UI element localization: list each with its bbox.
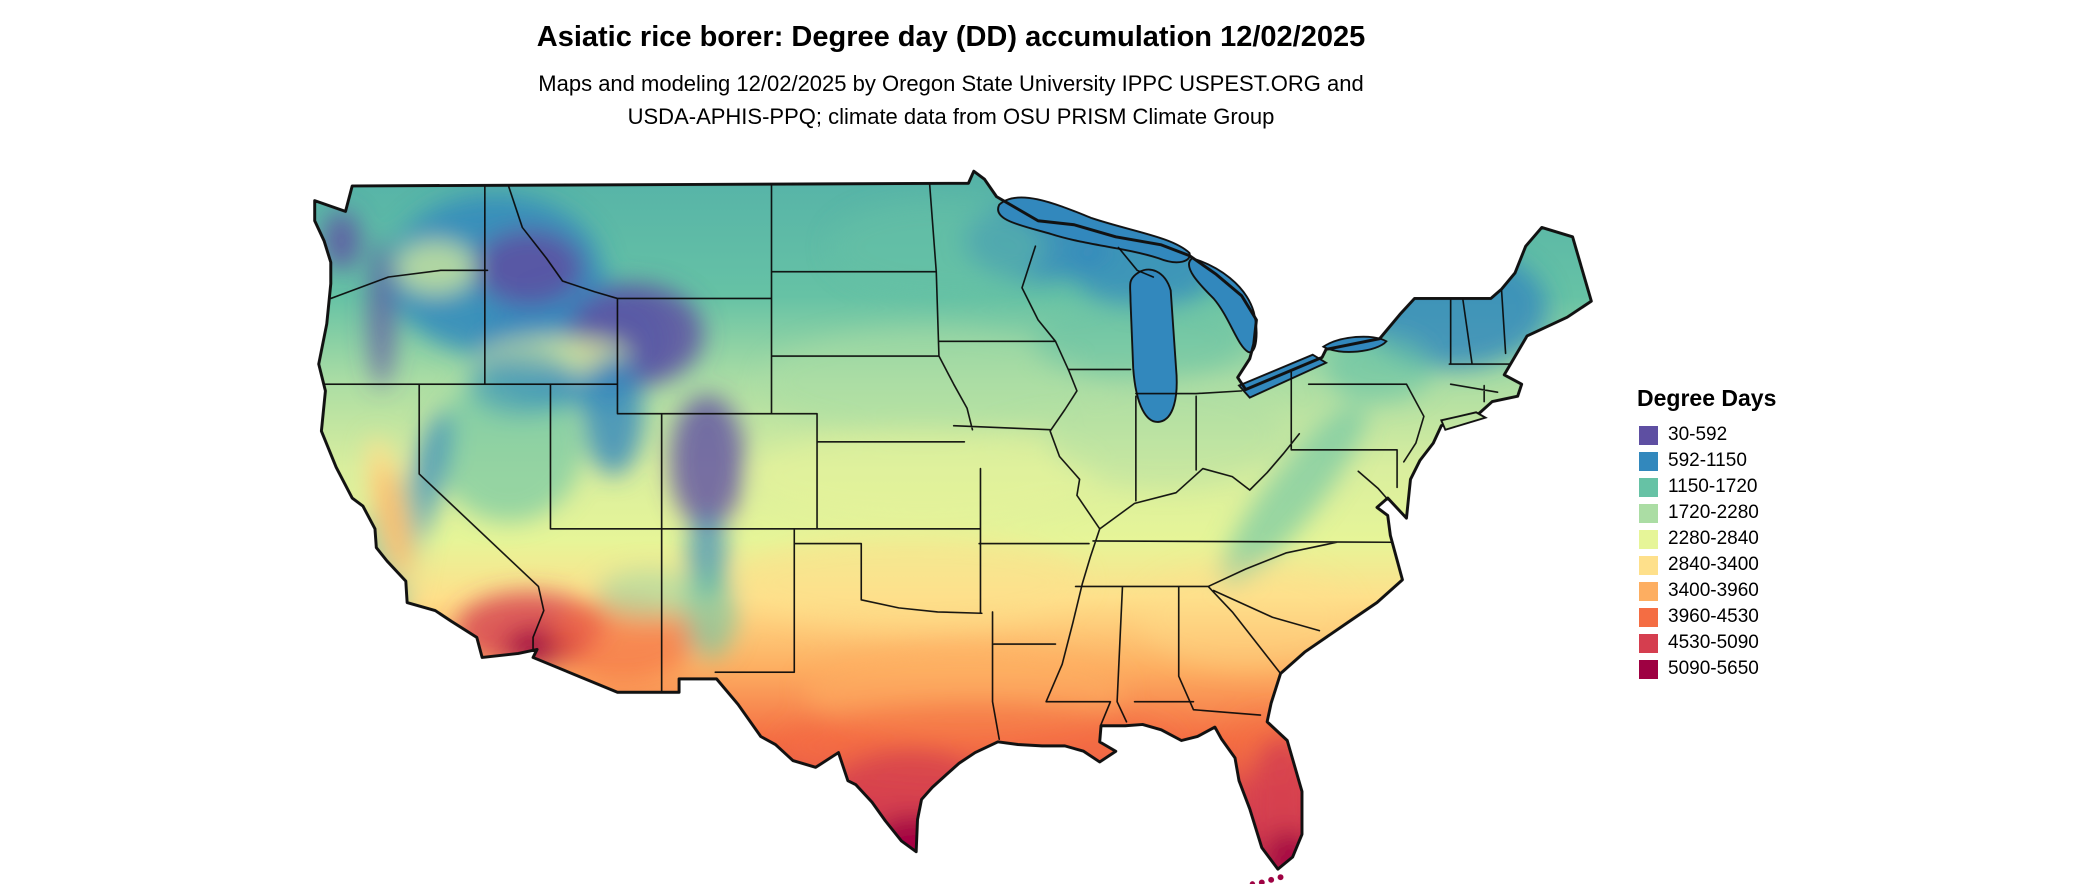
legend-swatch [1639,425,1658,445]
legend-swatch [1639,633,1658,653]
legend-range-label: 592-1150 [1668,450,1747,471]
legend-items: 30-592 592-1150 1150-1720 1720-2280 2280… [1639,422,1776,682]
legend-range-label: 5090-5650 [1668,658,1759,679]
legend-range-label: 2840-3400 [1668,554,1759,575]
us-degree-day-map [308,167,1594,884]
legend-row: 30-592 [1639,422,1776,448]
page-subtitle: Maps and modeling 12/02/2025 by Oregon S… [0,67,1902,133]
legend-row: 5090-5650 [1639,656,1776,682]
state-borders [324,182,1512,740]
legend-row: 4530-5090 [1639,630,1776,656]
legend-range-label: 4530-5090 [1668,632,1759,653]
legend-swatch [1639,581,1658,601]
legend-range-label: 1720-2280 [1668,502,1759,523]
subtitle-line-1: Maps and modeling 12/02/2025 by Oregon S… [538,71,1364,96]
lake-huron-shape [1188,257,1258,353]
legend-swatch [1639,607,1658,627]
legend-row: 592-1150 [1639,448,1776,474]
legend-row: 1720-2280 [1639,500,1776,526]
legend-row: 3400-3960 [1639,578,1776,604]
legend-row: 3960-4530 [1639,604,1776,630]
legend-range-label: 2280-2840 [1668,528,1759,549]
page-title: Asiatic rice borer: Degree day (DD) accu… [536,21,1366,53]
subtitle-line-2: USDA-APHIS-PPQ; climate data from OSU PR… [627,104,1275,129]
legend-swatch [1639,477,1658,497]
legend-swatch [1639,503,1658,523]
florida-keys [1249,874,1284,884]
legend-swatch [1639,451,1658,471]
degree-days-legend: Degree Days 30-592 592-1150 1150-1720 17… [1637,385,1776,682]
legend-row: 1150-1720 [1639,474,1776,500]
us-map-svg [313,169,1593,884]
legend-swatch [1639,529,1658,549]
map-header: Asiatic rice borer: Degree day (DD) accu… [0,20,1902,133]
legend-row: 2840-3400 [1639,552,1776,578]
legend-swatch [1639,659,1658,679]
long-island-shape [1439,411,1488,431]
legend-swatch [1639,555,1658,575]
legend-range-label: 3960-4530 [1668,606,1759,627]
legend-range-label: 30-592 [1668,424,1728,445]
lake-michigan-shape [1129,268,1178,423]
legend-row: 2280-2840 [1639,526,1776,552]
legend-range-label: 3400-3960 [1668,580,1759,601]
legend-title: Degree Days [1637,385,1777,411]
legend-range-label: 1150-1720 [1668,476,1758,497]
